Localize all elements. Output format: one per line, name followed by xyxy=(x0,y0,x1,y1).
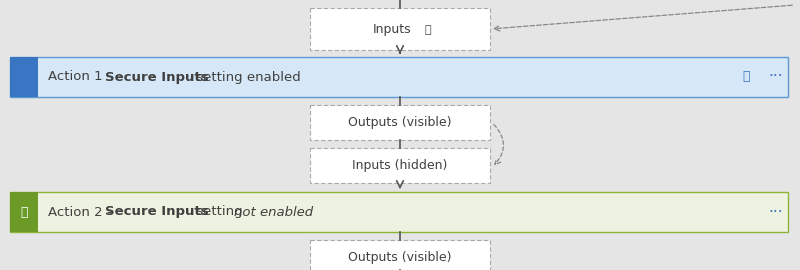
FancyBboxPatch shape xyxy=(310,240,490,270)
Text: Action 2 -: Action 2 - xyxy=(48,205,116,218)
Text: Inputs (hidden): Inputs (hidden) xyxy=(352,159,448,172)
FancyBboxPatch shape xyxy=(10,57,38,97)
Text: ⛳: ⛳ xyxy=(20,205,28,218)
Text: Outputs (visible): Outputs (visible) xyxy=(348,251,452,264)
Text: 🔒: 🔒 xyxy=(742,70,750,83)
Text: Action 1 -: Action 1 - xyxy=(48,70,116,83)
Text: Secure Inputs: Secure Inputs xyxy=(105,205,209,218)
FancyBboxPatch shape xyxy=(10,192,38,232)
FancyBboxPatch shape xyxy=(10,57,788,97)
Text: Secure Inputs: Secure Inputs xyxy=(105,70,209,83)
Text: ···: ··· xyxy=(769,69,783,85)
FancyBboxPatch shape xyxy=(10,192,788,232)
Text: Outputs (visible): Outputs (visible) xyxy=(348,116,452,129)
FancyBboxPatch shape xyxy=(310,105,490,140)
Text: 🔒: 🔒 xyxy=(425,25,431,35)
Text: ···: ··· xyxy=(769,204,783,220)
Text: not enabled: not enabled xyxy=(234,205,313,218)
Text: setting enabled: setting enabled xyxy=(192,70,301,83)
FancyBboxPatch shape xyxy=(310,148,490,183)
FancyBboxPatch shape xyxy=(310,8,490,50)
Text: Inputs: Inputs xyxy=(373,23,411,36)
Text: setting: setting xyxy=(192,205,247,218)
